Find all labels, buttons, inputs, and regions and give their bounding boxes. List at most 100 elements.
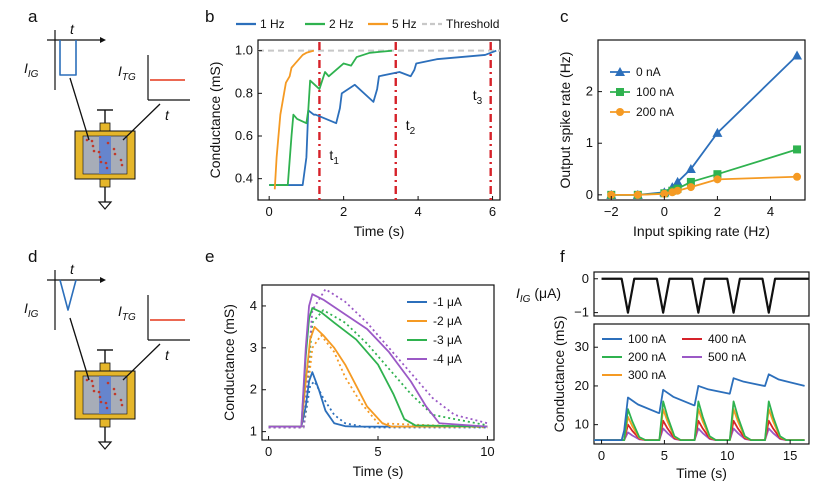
panel-label-c: c	[560, 7, 569, 26]
ground-symbol	[97, 441, 113, 450]
f-xtick-label: 15	[783, 448, 797, 463]
c-point	[607, 190, 616, 199]
ion-dot	[119, 398, 123, 402]
ion-dot	[120, 163, 124, 167]
e-xtick-label: 10	[480, 444, 494, 459]
c-ytick-label: 0	[586, 187, 593, 202]
b-marker-label: t3	[473, 87, 483, 107]
c-point	[672, 176, 683, 186]
e-ytick-label: 4	[250, 298, 257, 313]
f-bottom-axes-frame	[593, 323, 810, 445]
e-series-line	[268, 293, 488, 428]
ion-dot	[113, 152, 117, 156]
schem-t2-label: t	[165, 347, 170, 363]
chart-f: 0 −1 IIG (μA) 0 5 10 15 10 20 30 Time (s) Conductan…	[516, 271, 810, 481]
c-legend-label: 0 nA	[636, 65, 661, 79]
f-series-line	[594, 373, 805, 442]
c-series-line	[611, 148, 798, 196]
c-point	[660, 189, 669, 198]
e-series-line	[268, 325, 488, 428]
c-xtick-label: 0	[661, 204, 668, 219]
c-ytick-label: 1	[586, 135, 593, 150]
c-point	[793, 145, 802, 154]
b-xtick-label: 4	[414, 204, 421, 219]
schematic-a: t IIG ITG t	[24, 21, 190, 210]
b-ytick-label: 1.0	[235, 43, 253, 58]
device-bottom-contact	[99, 178, 111, 188]
ion-dot	[90, 379, 94, 383]
f-top-pulse-train	[601, 277, 809, 314]
b-xtick-label: 2	[340, 204, 347, 219]
schem-rect-pulse	[59, 40, 77, 76]
e-ylabel: Conductance (mS)	[221, 304, 237, 421]
ion-dot	[90, 139, 94, 143]
device-gate	[99, 376, 111, 414]
schem-iig-label: IIG	[24, 60, 39, 80]
c-point	[792, 50, 803, 60]
f-legend-label: 100 nA	[628, 332, 666, 346]
b-xlabel: Time (s)	[354, 223, 405, 239]
ion-dot	[104, 401, 108, 405]
schem-itg-label: ITG	[118, 303, 136, 323]
panel-label-a: a	[28, 7, 38, 26]
b-ylabel: Conductance (mS)	[207, 62, 223, 179]
schem-t-label: t	[70, 261, 75, 277]
b-legend-label: 5 Hz	[392, 17, 417, 31]
panel-label-f: f	[560, 247, 565, 266]
schematic-d: t IIG ITG t	[24, 261, 190, 450]
schem-t-label: t	[70, 21, 75, 37]
f-series-line	[594, 400, 805, 442]
e-ytick-label: 1	[250, 424, 257, 439]
c-point	[686, 177, 695, 186]
device-top-contact	[99, 362, 111, 372]
ion-dot	[106, 381, 110, 385]
f-legend-label: 300 nA	[628, 368, 666, 382]
ion-dot	[112, 387, 116, 391]
b-ytick-label: 0.4	[235, 171, 253, 186]
ion-dot	[92, 389, 96, 393]
e-legend-label: -1 μA	[433, 295, 462, 309]
ion-dot	[99, 400, 103, 404]
f-top-ytick-label: 0	[582, 271, 589, 286]
b-legend-label: 2 Hz	[329, 17, 354, 31]
ion-dot	[119, 158, 123, 162]
ion-dot	[92, 149, 96, 153]
f-top-ytick-label: −1	[574, 305, 589, 320]
c-point	[712, 127, 723, 137]
f-xtick-label: 10	[720, 448, 734, 463]
e-legend-label: -2 μA	[433, 314, 462, 328]
ion-dot	[91, 384, 95, 388]
e-fit-line	[268, 288, 488, 429]
ion-dot	[120, 403, 124, 407]
ion-dot	[97, 390, 101, 394]
panel-label-e: e	[205, 247, 214, 266]
e-xtick-label: 0	[265, 444, 272, 459]
chart-c: −2 0 2 4 0 1 2 Input spiking rate (Hz) Output sp…	[557, 39, 806, 239]
ion-dot	[85, 378, 89, 382]
c-point	[713, 170, 722, 179]
b-axes-frame	[257, 39, 501, 201]
c-xtick-label: −2	[604, 204, 619, 219]
ground-symbol	[97, 201, 113, 210]
c-point	[673, 186, 682, 195]
f-xtick-label: 5	[661, 448, 668, 463]
schem-t2-label: t	[165, 107, 170, 123]
c-point	[685, 164, 696, 174]
c-xtick-label: 2	[714, 204, 721, 219]
schem-axis-arrow	[100, 37, 106, 43]
c-ylabel: Output spike rate (Hz)	[557, 52, 573, 189]
ion-dot	[113, 392, 117, 396]
f-xtick-label: 0	[598, 448, 605, 463]
b-marker-label: t2	[406, 117, 416, 137]
f-top-axes-frame	[593, 271, 810, 317]
schem-arrow-right	[122, 343, 161, 381]
ion-dot	[97, 150, 101, 154]
ion-dot	[91, 144, 95, 148]
schem-axis-arrow	[100, 277, 106, 283]
f-legend-label: 200 nA	[628, 350, 666, 364]
chart-e: 0 5 10 1 2 3 4 Time (s) Conductance (mS) -1 μA -2 …	[221, 284, 495, 479]
schem-arrow-left	[69, 317, 90, 381]
e-legend-label: -3 μA	[433, 333, 462, 347]
b-ytick-label: 0.8	[235, 85, 253, 100]
e-xtick-label: 5	[374, 444, 381, 459]
